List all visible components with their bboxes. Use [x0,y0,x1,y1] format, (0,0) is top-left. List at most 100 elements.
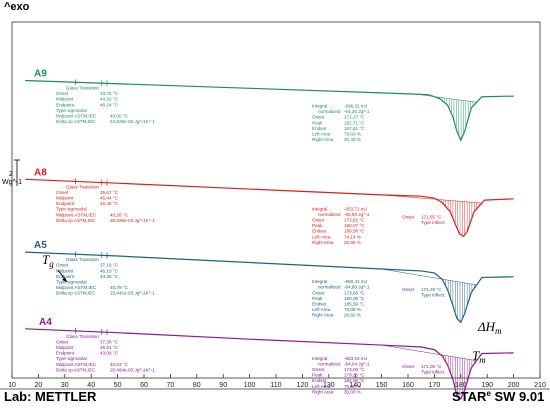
integral-row-label: Right Area [312,389,334,394]
onset-value: 171,26 °C [421,287,442,292]
glass-row-label: Type sigmoidal [56,356,87,361]
integral-row-label: Integral [312,356,327,361]
integral-row-label: Peak [312,296,323,301]
glass-row-value: 46,10 °C [100,268,119,273]
x-tick-label: 10 [8,382,16,389]
integral-row-label: Right Area [312,137,334,142]
integral-row-value: 20,40 % [344,137,361,142]
annotation-tm: Tm [472,348,486,365]
x-tick-label: 100 [244,382,256,389]
glass-row-value: 37,18 °C [100,263,119,268]
glass-row-label: Midpoint [56,345,74,350]
glass-row-label: Midpoint ASTM,IEC [56,285,97,290]
glass-row-value: 46,44 °C [100,196,119,201]
integral-row-value: -64,80 Jg^-1 [344,285,370,290]
chart-frame: 10 20 30 40 50 60 70 80 90 100 110 120 130 140 150 160 1… [0,21,550,390]
integral-row-label: Integral [312,206,327,211]
integral-row-label: Right Area [312,313,334,318]
glass-row-value: 20,464e-03 Jg^-1K^-1 [110,367,155,372]
integral-row-value: 180,05 °C [344,296,365,301]
integral-row-label: Integral [312,104,327,109]
integral-row-label: normalized [318,212,341,217]
onset-label: Onset [402,364,415,369]
x-tick-label: 80 [193,382,201,389]
glass-row-value: 40,00 °C [110,114,129,119]
integral-row-value: 173,65 °C [344,290,365,295]
glass-row-value: 44,32 °C [100,97,119,102]
glass-row-label: Onset [56,91,69,96]
glass-transition-title: Glass Transition [66,86,99,91]
glass-row-label: Endpoint [56,102,75,107]
integral-row-label: normalized [318,361,341,366]
glass-row-value: 40,63 °C [110,362,129,367]
integral-row-value: 180,07 °C [344,223,365,228]
glass-row-label: Midpoint [56,97,74,102]
glass-transition-title: Glass Transition [66,334,99,339]
series-a8-line [25,178,514,238]
integral-row-value: 26,92 % [344,313,361,318]
glass-row-label: Endpoint [56,274,75,279]
x-tick-label: 40 [87,382,95,389]
glass-row-value: 46,91 °C [100,345,119,350]
glass-row-label: Onset [56,190,69,195]
glass-row-label: Type sigmoidal [56,280,87,285]
y-scale-value: 2 [9,171,13,178]
series-a9-line [25,79,514,142]
integral-row-value: -64,30 Jg^-1 [344,109,370,114]
exo-label: ^exo [4,1,30,13]
glass-row-label: Delta cp ASTM,IEC [56,367,96,372]
glass-row-label: Delta cp ASTM,IEC [56,291,96,296]
glass-row-label: Delta cp ASTM,IEC [56,218,96,223]
series-name: A9 [34,69,47,80]
x-tick-label: 50 [114,382,122,389]
onset-label: Onset [402,214,415,219]
glass-row-value: 35,67 °C [100,190,119,195]
curves [25,79,514,401]
glass-transition-title: Glass Transition [66,257,99,262]
integral-baseline [415,93,477,103]
onset-value: 171,05 °C [421,364,442,369]
x-tick-label: 210 [534,382,546,389]
plot-border [11,21,541,379]
tg-arrowhead [62,277,67,282]
integral-row-value: 173,00 °C [344,367,365,372]
series-name: A4 [39,317,52,328]
series-name: A5 [34,240,47,251]
integral-baseline [381,344,477,361]
x-tick-label: 60 [140,382,148,389]
x-tick-label: 140 [349,382,361,389]
integral-row-value: 70,00 % [344,384,361,389]
integral-row-value: -65,83 Jg^-1 [344,212,370,217]
integral-row-label: Peak [312,373,323,378]
y-scale-unit: Wg^-1 [2,179,22,186]
integral-row-value: 187,61 °C [344,126,365,131]
glass-row-label: Type sigmoidal [56,207,87,212]
x-tick-label: 160 [402,382,414,389]
integral-row-label: Onset [312,115,325,120]
integral-row-value: 184,99 °C [344,378,365,383]
x-tick-label: 90 [219,382,227,389]
x-tick-label: 200 [508,382,520,389]
onset-type: Type inflect. [421,293,446,298]
integral-row-label: Integral [312,279,327,284]
glass-row-value: 33,75 °C [100,91,119,96]
integral-row-value: -696,32 mJ [344,104,367,109]
integral-row-value: 79,60 % [344,132,361,137]
integral-row-label: Onset [312,367,325,372]
glass-row-value: 45,48 °C [100,201,119,206]
x-tick-label: 190 [481,382,493,389]
integral-row-label: Left Area [312,132,331,137]
integral-row-label: Left Area [312,234,331,239]
integral-row-value: 25,86 % [344,240,361,245]
integral-row-value: -653,71 mJ [344,206,367,211]
glass-row-label: Midpoint [56,196,74,201]
integral-baseline [381,268,477,286]
glass-row-label: Midpoint ASTM,IEC [56,114,97,119]
glass-transition-title: Glass Transition [66,184,99,189]
glass-row-value: 46,24 °C [100,102,119,107]
glass-row-label: Onset [56,339,69,344]
integral-row-label: normalized [318,285,341,290]
x-tick-label: 180 [455,382,467,389]
